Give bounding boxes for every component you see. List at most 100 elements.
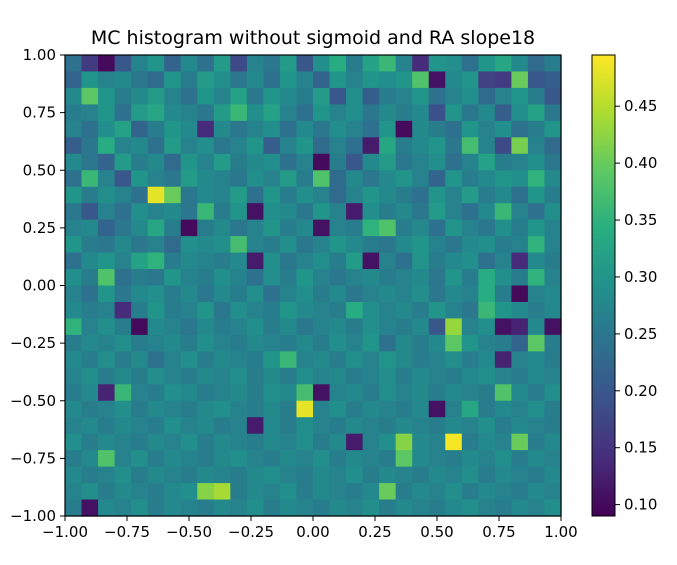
heatmap-cell bbox=[65, 285, 83, 303]
heatmap-cell bbox=[313, 137, 331, 155]
heatmap-cell bbox=[131, 301, 149, 320]
heatmap-cell bbox=[263, 170, 281, 188]
heatmap-cell bbox=[296, 203, 314, 221]
heatmap-cell bbox=[197, 269, 215, 287]
heatmap-cell bbox=[147, 450, 165, 468]
heatmap-cell bbox=[544, 252, 562, 270]
heatmap-cell bbox=[544, 466, 562, 484]
heatmap-cell bbox=[147, 334, 165, 352]
heatmap-cell bbox=[395, 285, 413, 303]
heatmap-cell bbox=[428, 71, 446, 89]
heatmap-cell bbox=[527, 71, 546, 89]
heatmap-cell bbox=[412, 219, 430, 237]
heatmap-cell bbox=[164, 301, 182, 320]
heatmap-cell bbox=[395, 367, 413, 385]
heatmap-cell bbox=[279, 318, 298, 336]
heatmap-cell bbox=[147, 236, 165, 254]
heatmap-cell bbox=[147, 483, 165, 501]
heatmap-cell bbox=[313, 384, 331, 402]
heatmap-cell bbox=[131, 55, 149, 73]
heatmap-cell bbox=[395, 417, 413, 435]
heatmap-cell bbox=[412, 269, 430, 287]
heatmap-cell bbox=[445, 55, 463, 73]
heatmap-cell bbox=[81, 285, 99, 303]
heatmap-cell bbox=[428, 236, 446, 254]
heatmap-cell bbox=[263, 367, 281, 385]
heatmap-cell bbox=[428, 417, 446, 435]
heatmap-cell bbox=[412, 120, 430, 138]
heatmap-cell bbox=[246, 186, 264, 204]
colorbar-tick-label: 0.15 bbox=[624, 439, 657, 457]
heatmap-cell bbox=[230, 236, 248, 254]
heatmap-cell bbox=[362, 55, 380, 73]
heatmap-cell bbox=[81, 318, 99, 336]
heatmap-cell bbox=[81, 153, 99, 171]
heatmap-cell bbox=[412, 334, 430, 352]
heatmap-cell bbox=[164, 351, 182, 369]
heatmap-cell bbox=[346, 153, 364, 171]
heatmap-cell bbox=[131, 367, 149, 385]
heatmap-cell bbox=[131, 71, 149, 89]
heatmap-cell bbox=[98, 203, 116, 221]
heatmap-cell bbox=[98, 450, 116, 468]
heatmap-cell bbox=[313, 203, 331, 221]
heatmap-cell bbox=[180, 351, 198, 369]
heatmap-cell bbox=[213, 499, 231, 517]
heatmap-cell bbox=[313, 104, 331, 122]
colorbar-tick-label: 0.25 bbox=[624, 325, 657, 343]
heatmap-cell bbox=[494, 417, 512, 435]
heatmap-cell bbox=[279, 269, 298, 287]
heatmap-cell bbox=[180, 483, 198, 501]
heatmap-cell bbox=[197, 499, 215, 517]
heatmap-cell bbox=[180, 433, 198, 451]
heatmap-cell bbox=[296, 170, 314, 188]
heatmap-cell bbox=[346, 137, 364, 155]
heatmap-cell bbox=[147, 285, 165, 303]
heatmap-cell bbox=[313, 71, 331, 89]
heatmap-cell bbox=[213, 137, 231, 155]
heatmap-cell bbox=[329, 417, 347, 435]
heatmap-cell bbox=[164, 55, 182, 73]
heatmap-cell bbox=[461, 203, 479, 221]
heatmap-cell bbox=[197, 153, 215, 171]
heatmap-cell bbox=[313, 483, 331, 501]
heatmap-cell bbox=[346, 285, 364, 303]
heatmap-cell bbox=[279, 367, 298, 385]
heatmap-cell bbox=[445, 87, 463, 105]
heatmap-cell bbox=[296, 153, 314, 171]
heatmap-cell bbox=[527, 367, 546, 385]
heatmap-cell bbox=[65, 433, 83, 451]
heatmap-cell bbox=[428, 186, 446, 204]
y-tick-label: −0.50 bbox=[10, 392, 56, 410]
heatmap-cell bbox=[114, 499, 132, 517]
heatmap-cell bbox=[246, 137, 264, 155]
heatmap-cell bbox=[346, 318, 364, 336]
heatmap-cell bbox=[81, 499, 99, 517]
heatmap-cell bbox=[428, 269, 446, 287]
heatmap-cell bbox=[346, 367, 364, 385]
heatmap-cell bbox=[329, 137, 347, 155]
heatmap-cell bbox=[379, 384, 397, 402]
heatmap-cell bbox=[81, 351, 99, 369]
heatmap-cell bbox=[346, 87, 364, 105]
heatmap-cell bbox=[527, 120, 546, 138]
heatmap-cell bbox=[180, 450, 198, 468]
heatmap-cell bbox=[164, 104, 182, 122]
heatmap-cell bbox=[246, 351, 264, 369]
heatmap-cell bbox=[527, 170, 546, 188]
heatmap-cell bbox=[114, 55, 132, 73]
heatmap-cell bbox=[230, 499, 248, 517]
heatmap-cell bbox=[511, 301, 529, 320]
heatmap-cell bbox=[246, 219, 264, 237]
heatmap-cell bbox=[362, 219, 380, 237]
heatmap-cell bbox=[180, 285, 198, 303]
heatmap-cell bbox=[230, 153, 248, 171]
heatmap-cell bbox=[346, 170, 364, 188]
heatmap-cell bbox=[362, 252, 380, 270]
heatmap-cell bbox=[263, 433, 281, 451]
heatmap-cell bbox=[313, 170, 331, 188]
heatmap-cell bbox=[81, 236, 99, 254]
heatmap-cell bbox=[494, 55, 512, 73]
heatmap-cell bbox=[296, 120, 314, 138]
heatmap-cell bbox=[313, 269, 331, 287]
